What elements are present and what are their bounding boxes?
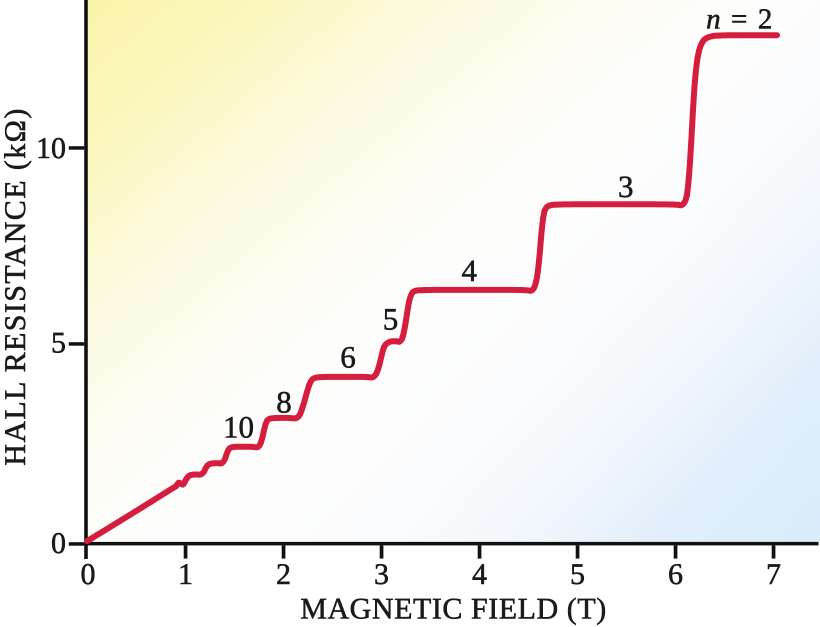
svg-text:6: 6: [340, 339, 356, 374]
svg-text:1: 1: [178, 558, 193, 591]
svg-text:5: 5: [51, 326, 66, 359]
svg-text:n = 2: n = 2: [706, 4, 774, 36]
svg-text:5: 5: [383, 301, 399, 336]
svg-text:7: 7: [766, 558, 781, 591]
svg-text:0: 0: [81, 558, 96, 591]
svg-text:4: 4: [462, 253, 478, 288]
svg-text:2: 2: [276, 558, 291, 591]
svg-text:10: 10: [36, 132, 66, 165]
svg-text:4: 4: [472, 558, 487, 591]
svg-text:HALL RESISTANCE (kΩ): HALL RESISTANCE (kΩ): [0, 107, 32, 465]
svg-text:3: 3: [374, 558, 389, 591]
svg-text:3: 3: [618, 169, 634, 204]
svg-text:5: 5: [570, 558, 585, 591]
svg-text:0: 0: [51, 527, 66, 560]
svg-text:8: 8: [276, 385, 292, 420]
svg-text:MAGNETIC FIELD (T): MAGNETIC FIELD (T): [300, 593, 607, 626]
svg-text:6: 6: [668, 558, 683, 591]
svg-text:10: 10: [223, 410, 254, 445]
